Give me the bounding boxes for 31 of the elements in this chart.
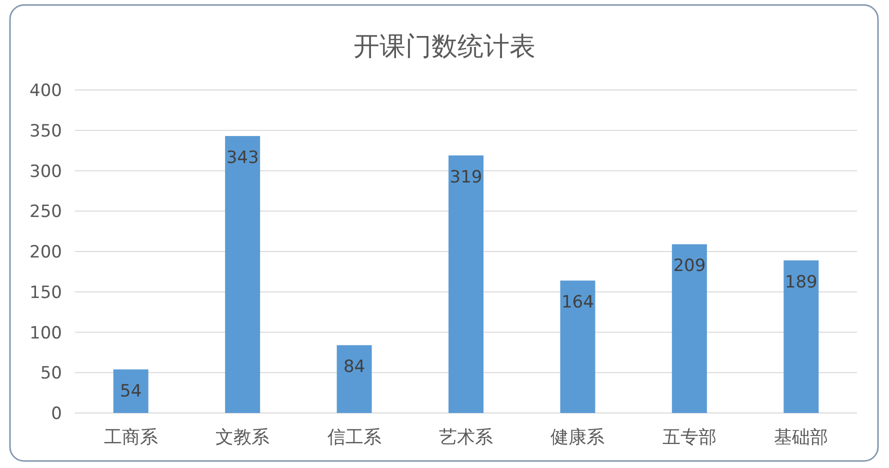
y-tick-label: 350	[30, 121, 62, 142]
bar	[448, 155, 484, 413]
x-tick-label: 基础部	[774, 427, 828, 448]
data-label: 319	[450, 167, 482, 188]
data-label: 54	[120, 381, 142, 402]
x-tick-label: 五专部	[662, 427, 716, 448]
bar	[113, 369, 148, 413]
y-tick-label: 50	[40, 364, 62, 384]
x-tick-label: 文教系	[216, 427, 270, 448]
y-tick-label: 250	[30, 202, 62, 222]
y-tick-label: 400	[30, 81, 62, 101]
y-tick-label: 300	[30, 162, 62, 182]
x-tick-label: 艺术系	[439, 427, 493, 448]
x-tick-label: 健康系	[550, 427, 605, 448]
chart-title: 开课门数统计表	[354, 32, 536, 62]
bar	[225, 136, 260, 413]
bar	[672, 244, 707, 413]
data-label: 84	[343, 357, 366, 378]
bar	[336, 345, 372, 413]
x-tick-label: 信工系	[327, 427, 382, 448]
y-tick-label: 100	[30, 323, 62, 344]
bar	[784, 260, 819, 413]
y-tick-label: 200	[30, 242, 62, 262]
x-tick-label: 工商系	[104, 427, 158, 448]
data-label: 164	[561, 292, 594, 313]
y-tick-label: 150	[30, 282, 62, 303]
data-label: 343	[226, 148, 259, 168]
data-label: 209	[673, 256, 706, 276]
y-tick-label: 0	[51, 404, 62, 424]
data-label: 189	[784, 272, 818, 292]
bar	[560, 280, 596, 413]
